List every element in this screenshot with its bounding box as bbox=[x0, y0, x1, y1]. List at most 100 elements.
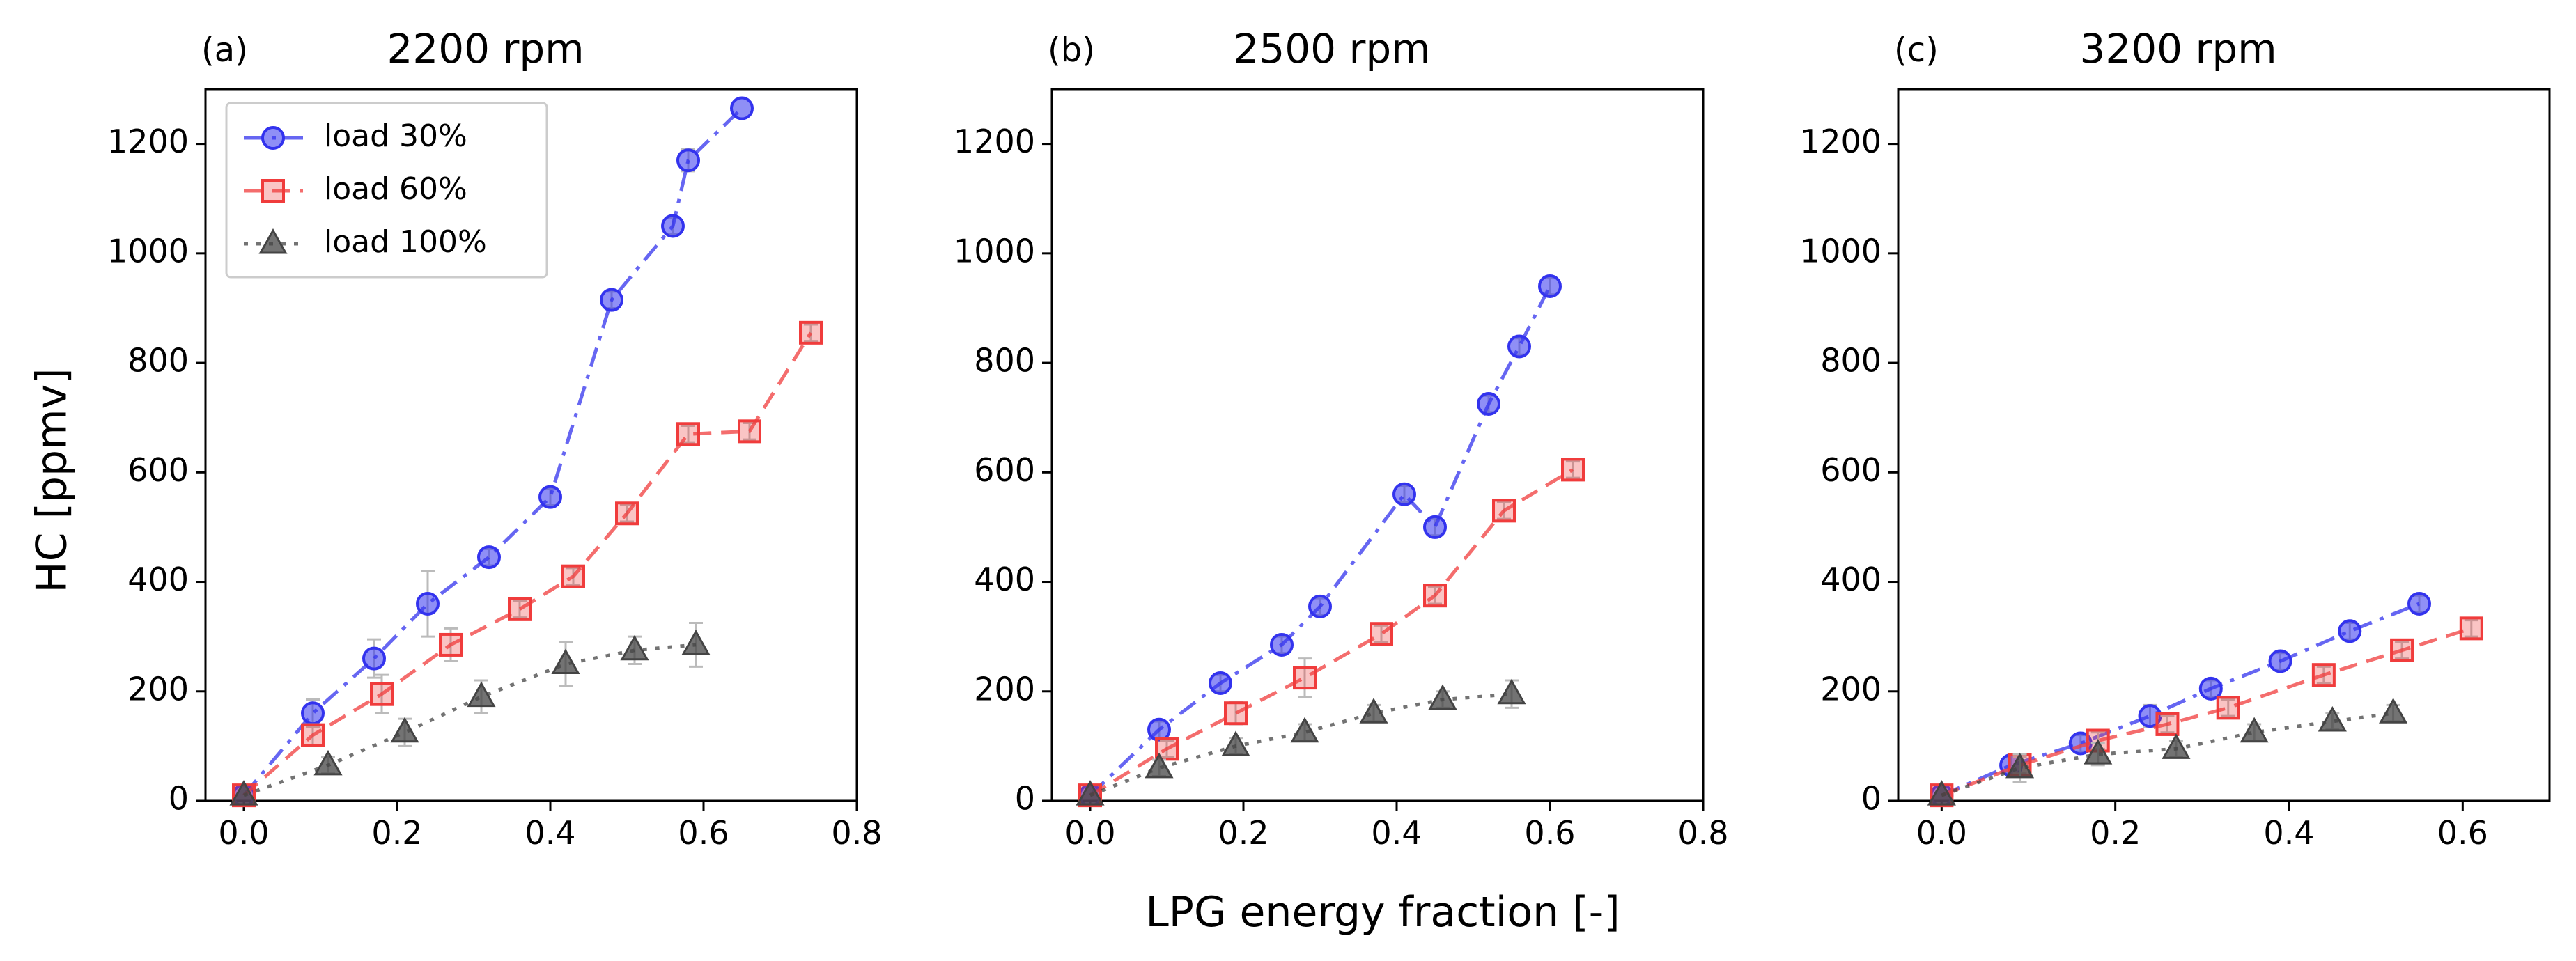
series-3 bbox=[1076, 678, 1526, 806]
y-tick-label: 0 bbox=[1015, 780, 1035, 818]
data-point-shape bbox=[730, 96, 754, 120]
data-point-shape bbox=[1076, 780, 1105, 806]
legend-marker bbox=[261, 126, 285, 150]
panel-title: 3200 rpm bbox=[2079, 25, 2276, 72]
y-tick-label: 600 bbox=[127, 451, 189, 489]
x-tick-label: 0.2 bbox=[1218, 814, 1268, 852]
y-tick-label: 1000 bbox=[107, 232, 189, 269]
data-point bbox=[561, 564, 585, 588]
y-tick-label: 800 bbox=[127, 342, 189, 380]
data-point bbox=[1428, 684, 1457, 710]
y-tick-label: 1200 bbox=[954, 123, 1035, 160]
x-tick-label: 0.4 bbox=[525, 814, 575, 852]
data-point-shape bbox=[615, 501, 639, 526]
data-point bbox=[2240, 717, 2269, 743]
data-point bbox=[2005, 752, 2035, 779]
x-tick-label: 0.8 bbox=[831, 814, 882, 852]
y-tick-label: 1200 bbox=[107, 123, 189, 160]
panel-a: 2200 rpm (a) 0.0 0.2 0.4 0.6 0.8 0 200 400 600 800 1… bbox=[107, 25, 883, 852]
y-tick-label: 600 bbox=[1820, 451, 1881, 489]
data-point bbox=[467, 681, 496, 708]
data-point bbox=[1477, 392, 1500, 416]
data-point-shape bbox=[1359, 698, 1388, 724]
panel-letter: (c) bbox=[1894, 31, 1939, 70]
data-point-shape bbox=[467, 681, 496, 708]
data-point bbox=[1224, 701, 1248, 726]
legend-entry-2: load 60% bbox=[244, 171, 467, 207]
data-point bbox=[2318, 705, 2347, 732]
data-point bbox=[1293, 666, 1317, 690]
legend-label: load 60% bbox=[324, 171, 467, 207]
x-axis-label: LPG energy fraction [-] bbox=[1145, 888, 1620, 937]
panel-b: 2500 rpm (b) 0.0 0.2 0.4 0.6 0.8 0 200 400 600 800 1… bbox=[954, 25, 1729, 852]
legend-entry-1: load 30% bbox=[244, 118, 467, 154]
data-point-shape bbox=[1308, 594, 1332, 618]
data-point bbox=[390, 717, 419, 743]
data-point bbox=[416, 591, 440, 616]
y-tick-label: 0 bbox=[169, 780, 189, 818]
x-tick-label: 0.0 bbox=[218, 814, 269, 852]
data-point bbox=[229, 780, 258, 806]
data-point-shape bbox=[362, 646, 386, 671]
data-point-shape bbox=[2390, 638, 2414, 662]
x-tick-label: 0.4 bbox=[2263, 814, 2314, 852]
data-point-shape bbox=[2084, 739, 2113, 765]
data-point bbox=[1370, 622, 1393, 646]
y-tick-label: 400 bbox=[974, 561, 1035, 598]
legend-label: load 100% bbox=[324, 224, 487, 260]
data-point bbox=[1538, 274, 1562, 299]
data-point bbox=[1423, 584, 1447, 608]
legend-marker-shape bbox=[258, 228, 288, 254]
data-point bbox=[2390, 638, 2414, 662]
x-tick-label: 0.6 bbox=[678, 814, 729, 852]
data-point bbox=[1209, 671, 1232, 695]
data-point bbox=[1145, 752, 1174, 779]
data-point bbox=[2084, 739, 2113, 765]
data-point bbox=[551, 648, 580, 674]
data-point-shape bbox=[2240, 717, 2269, 743]
data-point-shape bbox=[2311, 663, 2336, 687]
data-point-shape bbox=[1293, 666, 1317, 690]
data-point-shape bbox=[439, 632, 463, 657]
data-point bbox=[301, 723, 325, 747]
y-tick-label: 1000 bbox=[954, 232, 1035, 269]
data-point-shape bbox=[2318, 705, 2347, 732]
plot-frame bbox=[204, 88, 858, 802]
data-point bbox=[2459, 616, 2483, 641]
data-point-shape bbox=[477, 545, 501, 570]
data-point bbox=[313, 749, 343, 776]
y-tick-label: 0 bbox=[1861, 780, 1881, 818]
data-point bbox=[676, 148, 700, 173]
legend-marker-shape bbox=[261, 126, 285, 150]
series-line bbox=[1941, 627, 2472, 797]
data-point-shape bbox=[1561, 458, 1585, 482]
data-point bbox=[730, 96, 754, 120]
data-point-shape bbox=[1423, 515, 1447, 539]
data-point bbox=[1497, 678, 1526, 705]
legend-label: load 30% bbox=[324, 118, 467, 154]
data-point-shape bbox=[1370, 622, 1393, 646]
data-point bbox=[661, 214, 685, 238]
data-point bbox=[538, 485, 562, 509]
legend-entry-3: load 100% bbox=[244, 224, 487, 260]
data-point-shape bbox=[738, 419, 761, 444]
x-tick-label: 0.4 bbox=[1371, 814, 1422, 852]
data-point-shape bbox=[229, 780, 258, 806]
panel-title: 2200 rpm bbox=[387, 25, 584, 72]
data-point bbox=[1221, 730, 1250, 756]
panel-letter: (b) bbox=[1048, 31, 1095, 70]
data-point-shape bbox=[2459, 616, 2483, 641]
data-point bbox=[2216, 696, 2240, 720]
y-tick-label: 400 bbox=[127, 561, 189, 598]
x-tick-label: 0.8 bbox=[1677, 814, 1728, 852]
data-point bbox=[2311, 663, 2336, 687]
data-point-shape bbox=[1497, 678, 1526, 705]
data-point bbox=[301, 701, 325, 726]
data-point-shape bbox=[676, 148, 700, 173]
data-point-shape bbox=[2155, 712, 2180, 736]
x-tick-label: 0.0 bbox=[1064, 814, 1115, 852]
data-point bbox=[2268, 649, 2292, 673]
data-point-shape bbox=[538, 485, 562, 509]
data-point bbox=[439, 632, 463, 657]
